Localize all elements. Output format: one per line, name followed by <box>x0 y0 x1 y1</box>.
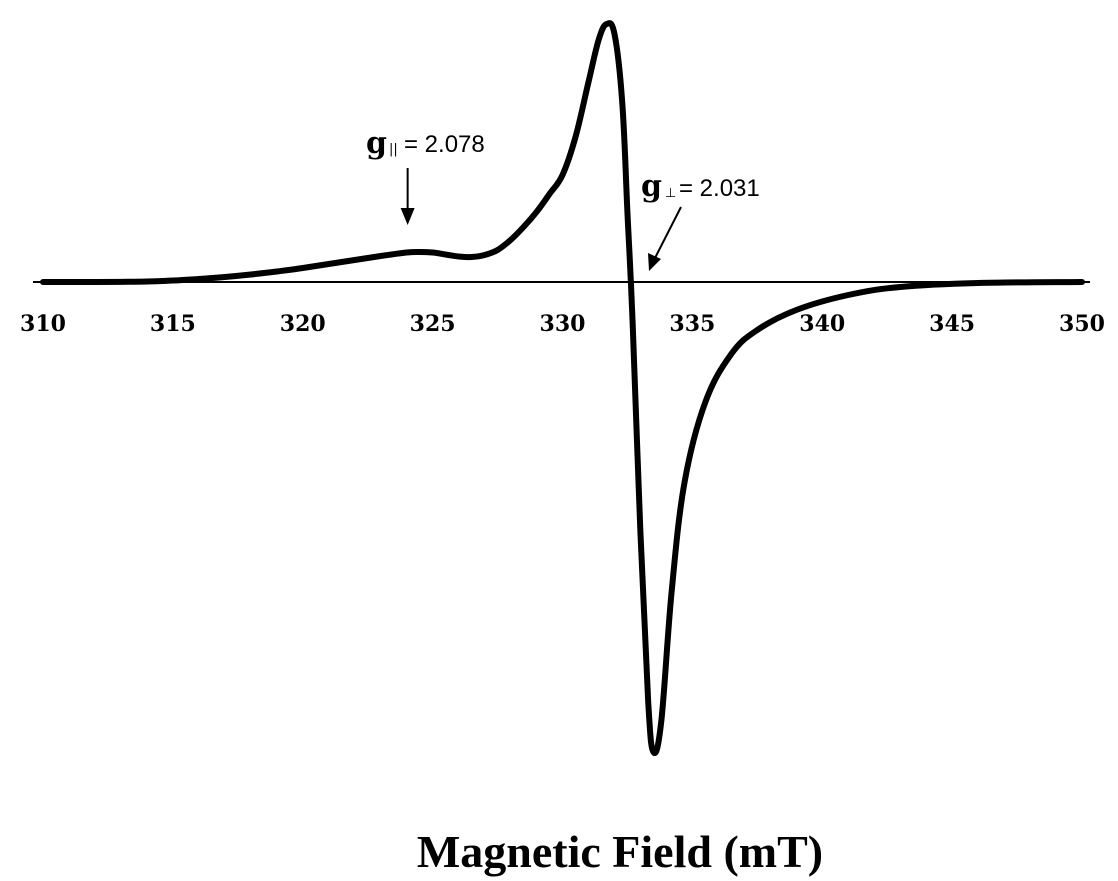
x-tick-label: 330 <box>540 311 586 337</box>
g-parallel-subscript: || <box>389 142 398 157</box>
g-perpendicular-arrow-head <box>648 253 661 271</box>
g-parallel-symbol: g <box>366 126 387 161</box>
x-tick-label: 340 <box>799 311 845 337</box>
curve-layer <box>40 20 1085 756</box>
g-perpendicular-arrow-shaft <box>654 206 682 259</box>
epr-spectrum-line <box>40 20 1085 756</box>
x-tick-label: 310 <box>20 311 66 337</box>
g-perpendicular-subscript: ⊥ <box>665 186 676 201</box>
x-axis-label: Magnetic Field (mT) <box>417 826 823 877</box>
x-tick-label: 315 <box>150 311 196 337</box>
x-tick-label: 345 <box>929 311 975 337</box>
axis-layer: 310 315 320 325 330 335 340 345 350 <box>20 281 1105 337</box>
g-parallel-value: = 2.078 <box>404 131 485 158</box>
x-tick-label: 350 <box>1059 311 1105 337</box>
x-tick-label: 320 <box>280 311 326 337</box>
g-perpendicular-value: = 2.031 <box>679 175 760 202</box>
x-tick-label: 335 <box>669 311 715 337</box>
g-parallel-arrow-head <box>400 208 415 225</box>
x-tick-label: 325 <box>410 311 456 337</box>
g-perpendicular-symbol: g <box>641 169 662 204</box>
